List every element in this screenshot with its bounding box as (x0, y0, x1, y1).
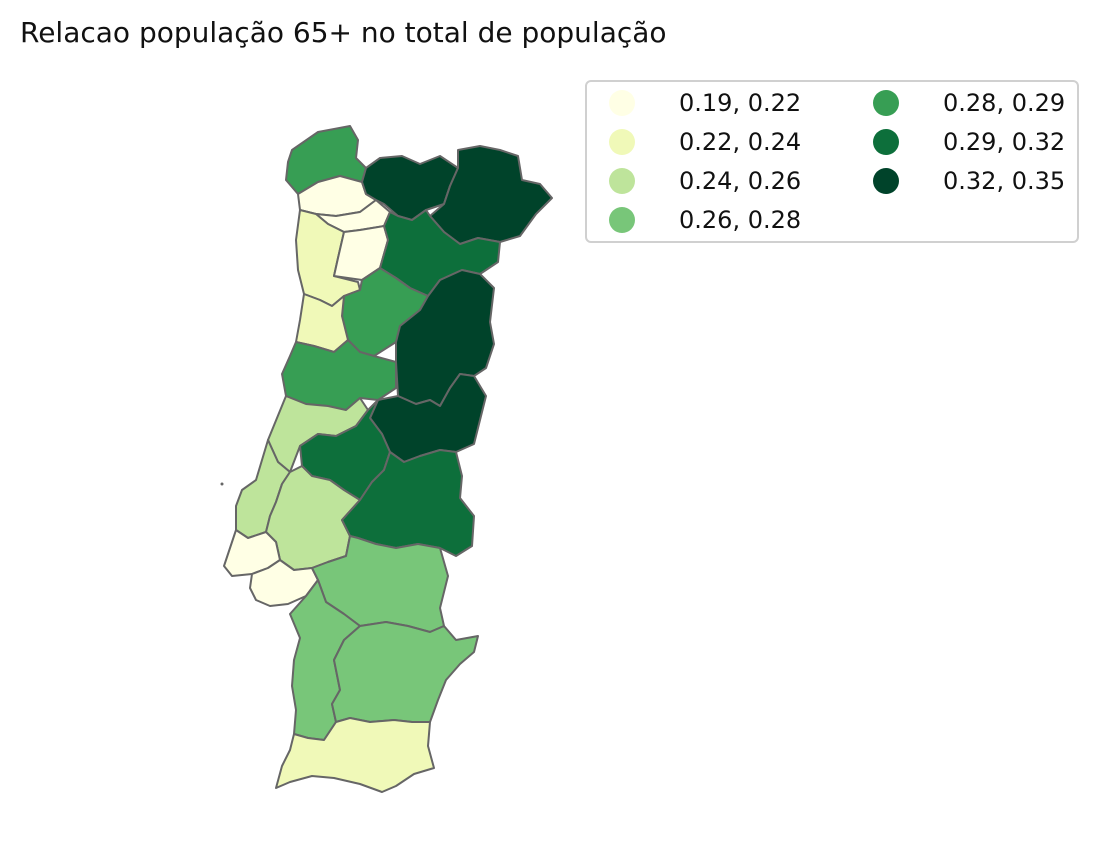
legend-swatch (609, 207, 635, 233)
map-title: Relacao população 65+ no total de popula… (20, 16, 667, 49)
legend-label: 0.19, 0.22 (679, 89, 802, 117)
legend-item: 0.24, 0.26 (609, 164, 801, 198)
legend-item: 0.22, 0.24 (609, 125, 801, 159)
islet-berlengas (220, 482, 224, 486)
legend-swatch (609, 168, 635, 194)
legend-label: 0.32, 0.35 (943, 167, 1066, 195)
legend-item: 0.26, 0.28 (609, 203, 801, 237)
region-alto-tamega: Alto Tâmega (361, 155, 459, 221)
legend-item: 0.29, 0.32 (873, 125, 1065, 159)
legend-swatch (873, 90, 899, 116)
legend-item: 0.19, 0.22 (609, 86, 801, 120)
legend-item: 0.28, 0.29 (873, 86, 1065, 120)
region-algarve: Algarve (275, 717, 435, 793)
legend-label: 0.28, 0.29 (943, 89, 1066, 117)
legend-swatch (873, 129, 899, 155)
legend-label: 0.26, 0.28 (679, 206, 802, 234)
legend: 0.19, 0.22 0.22, 0.24 0.24, 0.26 0.26, 0… (585, 80, 1079, 243)
legend-swatch (873, 168, 899, 194)
legend-label: 0.22, 0.24 (679, 128, 802, 156)
region-baixo-alentejo: Baixo Alentejo (331, 621, 479, 723)
legend-item: 0.32, 0.35 (873, 164, 1065, 198)
legend-swatch (609, 90, 635, 116)
legend-swatch (609, 129, 635, 155)
region-terras-tras-os-montes: Terras de Trás-os-Montes (429, 145, 553, 245)
legend-label: 0.29, 0.32 (943, 128, 1066, 156)
choropleth-map: Alto Minho Cávado Ave Área Metropolitana… (220, 125, 553, 793)
legend-label: 0.24, 0.26 (679, 167, 802, 195)
